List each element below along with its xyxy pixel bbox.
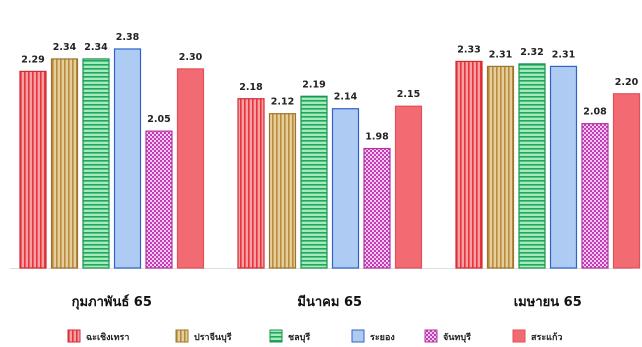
value-label: 2.14 <box>334 92 358 103</box>
legend-label: จันทบุรี <box>443 332 471 343</box>
category-labels-layer: กุมภาพันธ์ 65 มีนาคม 65 เมษายน 65 <box>72 294 582 310</box>
bar-4-group-1 <box>113 48 142 269</box>
legend-swatch <box>269 329 283 343</box>
legend-label: ระยอง <box>370 333 395 343</box>
legend-swatch <box>424 329 438 343</box>
bar-6-group-2 <box>394 105 423 269</box>
value-label: 2.31 <box>552 49 575 60</box>
category-label: เมษายน 65 <box>514 295 582 310</box>
legend-label: ฉะเชิงเทรา <box>86 332 129 343</box>
value-label: 2.30 <box>179 52 203 63</box>
bar-2-group-2 <box>268 113 297 269</box>
bar-5-group-2 <box>363 147 391 269</box>
value-label: 2.12 <box>271 97 294 108</box>
value-label: 2.32 <box>520 47 543 58</box>
legend-swatch <box>67 329 81 343</box>
bar-4-group-2 <box>331 108 360 269</box>
bar-1-group-3 <box>455 60 483 269</box>
bar-3-group-2 <box>300 95 328 269</box>
value-label: 2.34 <box>53 42 77 53</box>
value-label: 2.18 <box>239 82 263 93</box>
bar-5-group-3 <box>581 123 609 269</box>
category-label: มีนาคม 65 <box>297 294 362 310</box>
legend: ฉะเชิงเทรา ปราจีนบุรี ชลบุรี ระยอง จันทบุรี ส… <box>67 329 562 343</box>
legend-label: ปราจีนบุรี <box>194 332 232 343</box>
legend-swatch <box>351 329 365 343</box>
bar-1-group-1 <box>19 70 47 269</box>
bar-4-group-3 <box>549 65 578 269</box>
value-label: 2.29 <box>21 54 44 65</box>
value-label: 2.33 <box>457 44 480 55</box>
value-label: 2.31 <box>489 49 512 60</box>
legend-swatch <box>175 329 189 343</box>
bars-layer <box>19 48 641 269</box>
bar-6-group-3 <box>612 93 641 269</box>
value-label: 2.38 <box>116 32 140 43</box>
bar-6-group-1 <box>176 68 205 269</box>
value-label: 1.98 <box>365 132 389 143</box>
value-label: 2.19 <box>302 79 325 90</box>
category-label: กุมภาพันธ์ 65 <box>72 294 152 310</box>
bar-1-group-2 <box>237 98 265 269</box>
bar-5-group-1 <box>145 130 173 269</box>
bar-2-group-1 <box>50 58 79 269</box>
value-label: 2.20 <box>615 77 639 88</box>
bar-2-group-3 <box>486 65 515 269</box>
value-label: 2.15 <box>397 89 420 100</box>
legend-label: สระแก้ว <box>531 332 562 343</box>
legend-label: ชลบุรี <box>288 332 310 343</box>
legend-swatch <box>512 329 526 343</box>
value-label: 2.08 <box>583 107 607 118</box>
bar-3-group-3 <box>518 63 546 269</box>
value-label: 2.05 <box>147 114 170 125</box>
value-label: 2.34 <box>84 42 108 53</box>
value-labels-layer: 2.29 2.34 2.34 2.38 2.05 2.30 2.18 2.12 2.19 2.14… <box>21 32 638 143</box>
bar-3-group-1 <box>82 58 110 269</box>
